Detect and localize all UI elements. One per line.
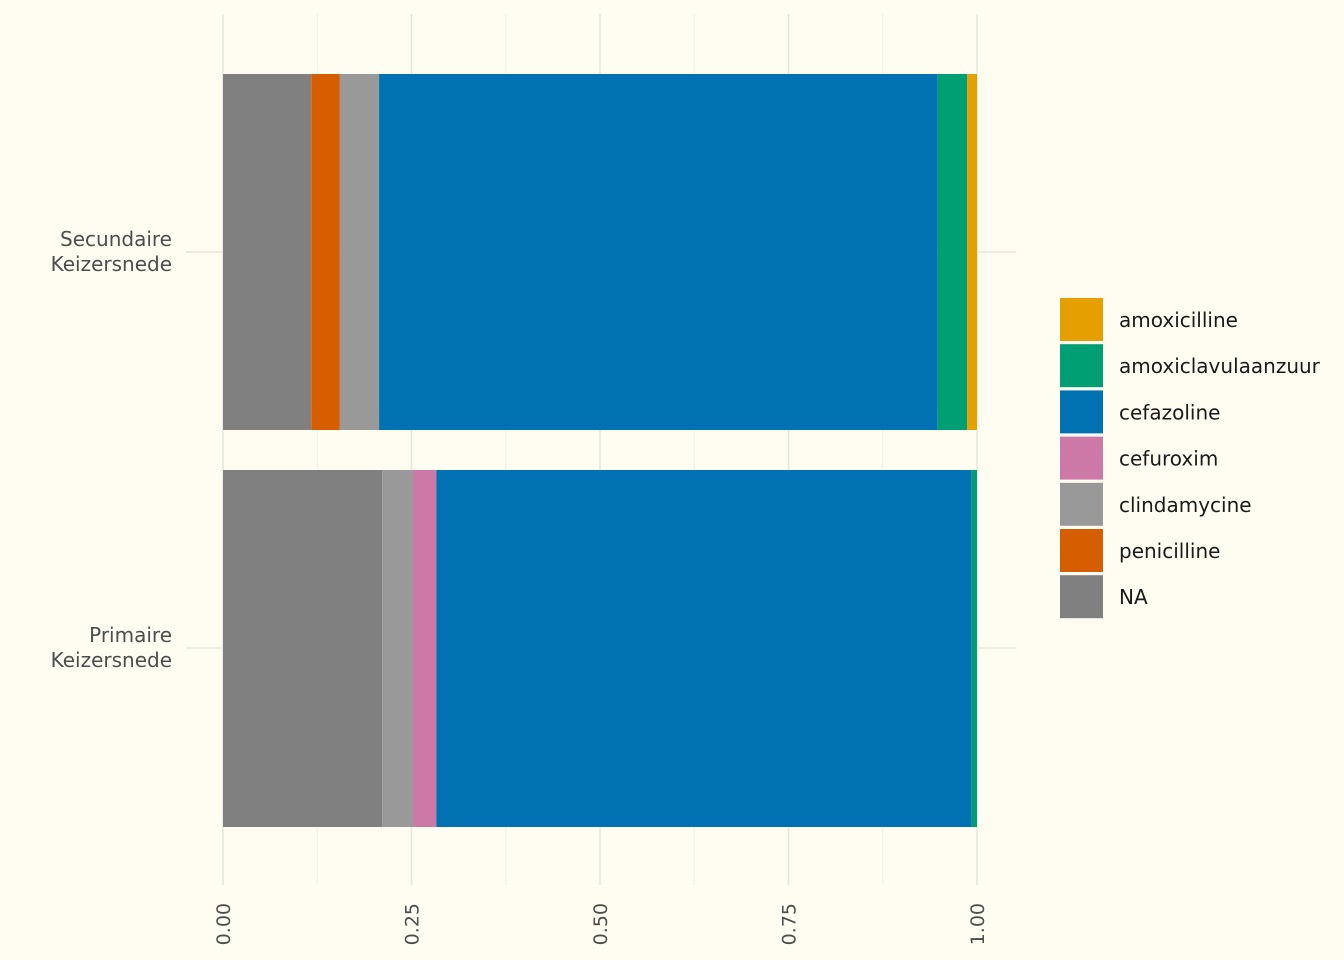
bar-na-primaire — [223, 470, 383, 827]
legend-label: cefuroxim — [1119, 447, 1218, 471]
legend-key-amoxicilline — [1060, 298, 1103, 341]
legend-label: NA — [1119, 585, 1148, 609]
bar-amoxiclavulaanzuur-primaire — [971, 470, 977, 827]
bar-amoxiclavulaanzuur-secundaire — [937, 74, 968, 430]
legend-label: amoxiclavulaanzuur — [1119, 354, 1321, 378]
bar-penicilline-secundaire — [311, 74, 340, 430]
bar-clindamycine-primaire — [382, 470, 414, 827]
x-tick-label: 1.00 — [967, 903, 989, 945]
bar-amoxicilline-secundaire — [967, 74, 977, 430]
x-tick-labels: 0.00 0.25 0.50 0.75 1.00 — [213, 903, 989, 945]
category-labels: Secundaire Keizersnede Primaire Keizersnede — [51, 227, 172, 672]
category-label: Secundaire Keizersnede — [51, 227, 172, 276]
legend-key-na — [1060, 575, 1103, 619]
x-tick-label: 0.25 — [402, 903, 424, 945]
x-tick-label: 0.50 — [590, 903, 612, 945]
bar-clindamycine-secundaire — [339, 74, 380, 430]
category-label: Primaire Keizersnede — [51, 623, 172, 672]
bar-na-secundaire — [223, 74, 312, 430]
x-tick-label: 0.00 — [213, 903, 235, 945]
legend: amoxicilline amoxiclavulaanzuur cefazoline… — [1060, 298, 1321, 619]
legend-key-cefazoline — [1060, 390, 1103, 434]
legend-label: penicilline — [1119, 539, 1220, 563]
legend-label: cefazoline — [1119, 400, 1220, 424]
legend-label: clindamycine — [1119, 493, 1252, 517]
x-tick-label: 0.75 — [779, 903, 801, 945]
legend-key-clindamycine — [1060, 482, 1103, 526]
bar-cefuroxim-primaire — [413, 470, 437, 827]
bar-cefazoline-secundaire — [379, 74, 938, 430]
bar-cefazoline-primaire — [436, 470, 972, 827]
bars — [223, 74, 977, 827]
legend-key-cefuroxim — [1060, 436, 1103, 480]
legend-key-amoxiclavulaanzuur — [1060, 344, 1103, 388]
legend-key-penicilline — [1060, 529, 1103, 572]
legend-label: amoxicilline — [1119, 308, 1238, 332]
